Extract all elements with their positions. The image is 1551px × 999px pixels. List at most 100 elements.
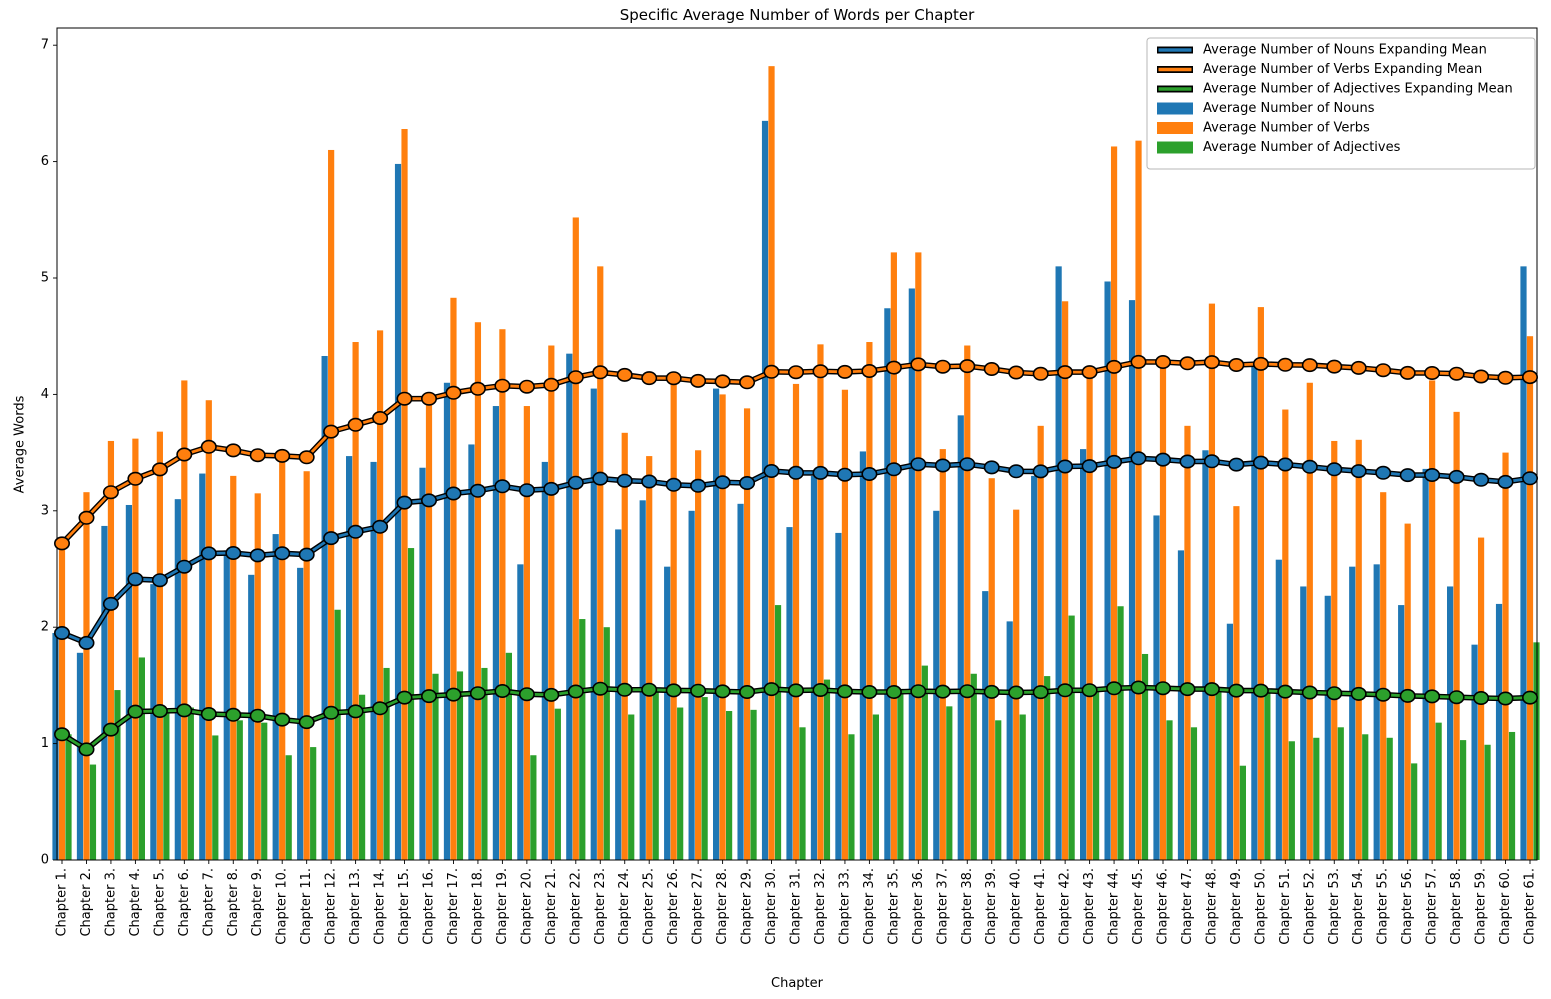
line-marker (494, 479, 511, 494)
line-marker (885, 684, 902, 699)
bar (376, 330, 384, 860)
line-marker (983, 460, 1000, 475)
bar (407, 548, 415, 860)
x-tick-label: Chapter 59. (1474, 868, 1489, 945)
bar (1264, 690, 1271, 860)
bar (1520, 266, 1527, 860)
legend-patch-sample (1157, 141, 1193, 154)
legend-entry: Average Number of Verbs (1157, 121, 1370, 136)
line-marker (1155, 452, 1172, 467)
bar (468, 444, 475, 860)
line-marker (396, 690, 413, 705)
line-marker (1057, 683, 1074, 698)
bar (352, 342, 359, 860)
bar (695, 450, 702, 860)
bar (988, 478, 995, 860)
bar (1373, 564, 1380, 860)
x-tick-label: Chapter 55. (1376, 868, 1391, 945)
bar (701, 697, 708, 860)
bar (957, 415, 964, 860)
bar (572, 217, 579, 861)
legend-entry: Average Number of Nouns (1157, 101, 1375, 116)
line-marker (714, 374, 731, 389)
line-marker (543, 481, 560, 496)
line-marker (543, 377, 560, 392)
bar (321, 355, 328, 860)
line-marker (53, 625, 70, 640)
bar (187, 707, 194, 860)
line-marker (1375, 363, 1392, 378)
bar (670, 381, 677, 860)
line-marker (225, 707, 242, 722)
bar (334, 609, 341, 860)
x-tick-label: Chapter 30. (764, 868, 779, 945)
bar (841, 389, 849, 860)
line-marker (616, 473, 633, 488)
chart-title: Specific Average Number of Words per Cha… (619, 6, 975, 24)
bar (1362, 734, 1369, 860)
x-tick-label: Chapter 8. (226, 868, 241, 937)
x-tick-label: Chapter 42. (1058, 868, 1073, 945)
bar (1429, 380, 1436, 860)
bar (223, 550, 230, 860)
line-marker (1081, 459, 1098, 474)
y-tick-label: 2 (41, 620, 49, 635)
bar (1135, 140, 1142, 860)
line-marker (836, 467, 853, 482)
x-tick-label: Chapter 3. (103, 868, 118, 937)
bar (713, 388, 720, 860)
bar (1306, 382, 1313, 860)
x-tick-label: Chapter 16. (422, 868, 437, 945)
line-marker (420, 493, 437, 508)
x-tick-label: Chapter 11. (299, 868, 314, 945)
bar (859, 451, 866, 860)
line-marker (1497, 691, 1514, 706)
legend-label: Average Number of Adjectives Expanding M… (1203, 82, 1513, 97)
bar (1349, 566, 1356, 860)
bar (285, 755, 292, 860)
x-tick-label: Chapter 34. (862, 868, 877, 945)
bar (1502, 452, 1509, 860)
x-tick-label: Chapter 49. (1229, 868, 1244, 945)
bar (1190, 727, 1198, 860)
bar (83, 492, 90, 860)
line-marker (885, 462, 902, 477)
ticks-layer: 0 1 2 3 4 5 6 7 Chapter 1. Chapter 2. Chapter 3. Ch… (41, 38, 1538, 945)
line-marker (298, 450, 315, 465)
bar (719, 394, 726, 860)
bar (1355, 439, 1362, 860)
line-marker (518, 687, 535, 702)
line-marker (469, 483, 486, 498)
x-tick-label: Chapter 45. (1131, 868, 1146, 945)
line-marker (274, 448, 291, 463)
bar (114, 690, 121, 860)
bar (628, 714, 635, 860)
bar (492, 406, 499, 860)
bar (1435, 722, 1442, 860)
bar (664, 566, 671, 860)
line-marker (298, 715, 315, 730)
bar (768, 66, 775, 860)
x-tick-label: Chapter 44. (1107, 868, 1122, 945)
legend-entry: Average Number of Adjectives Expanding M… (1157, 82, 1513, 97)
bar (279, 461, 286, 860)
line-marker (567, 370, 584, 385)
bar (915, 252, 922, 860)
bar (866, 342, 873, 860)
bar (132, 438, 139, 860)
line-marker (1326, 686, 1343, 701)
bar (1411, 763, 1418, 860)
bar (639, 500, 646, 860)
bar (743, 408, 751, 860)
x-tick-label: Chapter 57. (1425, 868, 1440, 945)
line-marker (469, 686, 486, 701)
bar (823, 679, 831, 860)
line-marker (641, 474, 658, 489)
bar (1282, 409, 1289, 860)
bar (566, 353, 573, 860)
line-marker (347, 524, 364, 539)
bar (1068, 615, 1075, 860)
bar (774, 605, 782, 860)
y-tick-label: 4 (41, 387, 49, 402)
